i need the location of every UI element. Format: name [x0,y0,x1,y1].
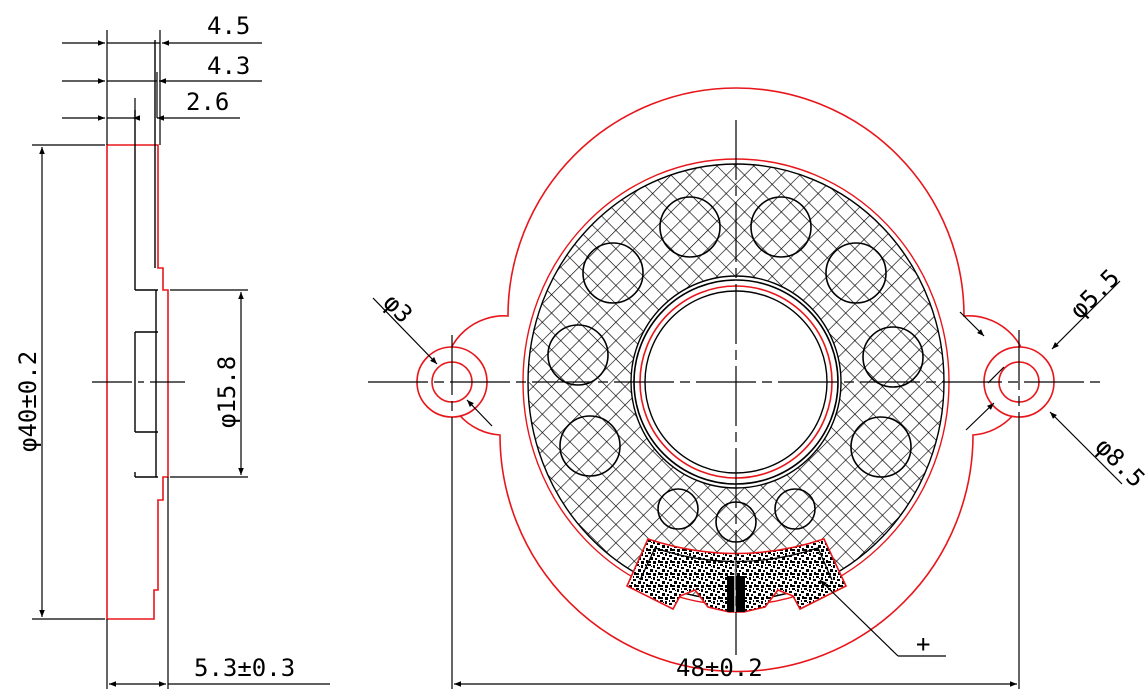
vent-hole [862,326,924,388]
side-view: 4.5 4.3 2.6 φ40±0.2 φ15 [14,12,330,689]
vent-hole [547,324,609,386]
vent-hole [582,242,644,304]
dim-total-thickness-label: 4.5 [207,12,250,40]
vent-hole [750,196,812,258]
vent-hole [850,416,912,478]
dim-hole-spacing: 48±0.2 [451,430,1020,689]
front-view: 48±0.2 φ3 φ5.5 φ8.5 + [368,87,1147,689]
dim-center-diameter-label: φ15.8 [213,356,241,428]
vent-hole [559,415,621,477]
dim-inner-thickness: 2.6 [62,88,240,121]
terminal-polarity-leader: + [819,579,946,658]
front-center-lines [368,120,1100,655]
vent-hole [657,488,699,530]
thickness-extension-lines [106,30,161,145]
dim-step-thickness-label: 4.3 [207,52,250,80]
side-inner-lines [134,40,158,478]
terminal-solder-pad [727,576,745,612]
dim-hole-mid-label: φ5.5 [1064,264,1125,325]
terminal-polarity-label: + [916,630,930,658]
side-body-outline [106,144,169,620]
vent-hole [774,488,816,530]
dim-lug-outer: φ8.5 [965,402,1147,493]
vent-hole [825,242,887,304]
vent-hole [659,196,721,258]
dim-outer-diameter: φ40±0.2 [14,144,105,620]
flange-outline [443,87,1029,673]
dim-lug-outer-label: φ8.5 [1090,432,1147,493]
dim-hole-spacing-label: 48±0.2 [676,654,763,682]
dim-hole-small-label: φ3 [378,288,418,328]
dim-total-thickness: 4.5 [62,12,262,46]
dim-step-thickness: 4.3 [62,52,262,84]
dim-outer-diameter-label: φ40±0.2 [14,351,42,452]
dim-overall-depth: 5.3±0.3 [106,477,330,689]
dim-center-diameter: φ15.8 [170,289,248,478]
dim-inner-thickness-label: 2.6 [186,88,229,116]
dim-overall-depth-label: 5.3±0.3 [194,654,295,682]
